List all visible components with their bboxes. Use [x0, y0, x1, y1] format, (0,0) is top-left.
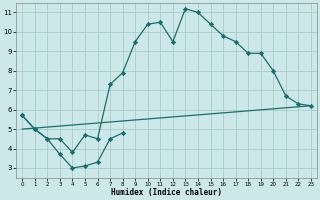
- X-axis label: Humidex (Indice chaleur): Humidex (Indice chaleur): [111, 188, 222, 197]
